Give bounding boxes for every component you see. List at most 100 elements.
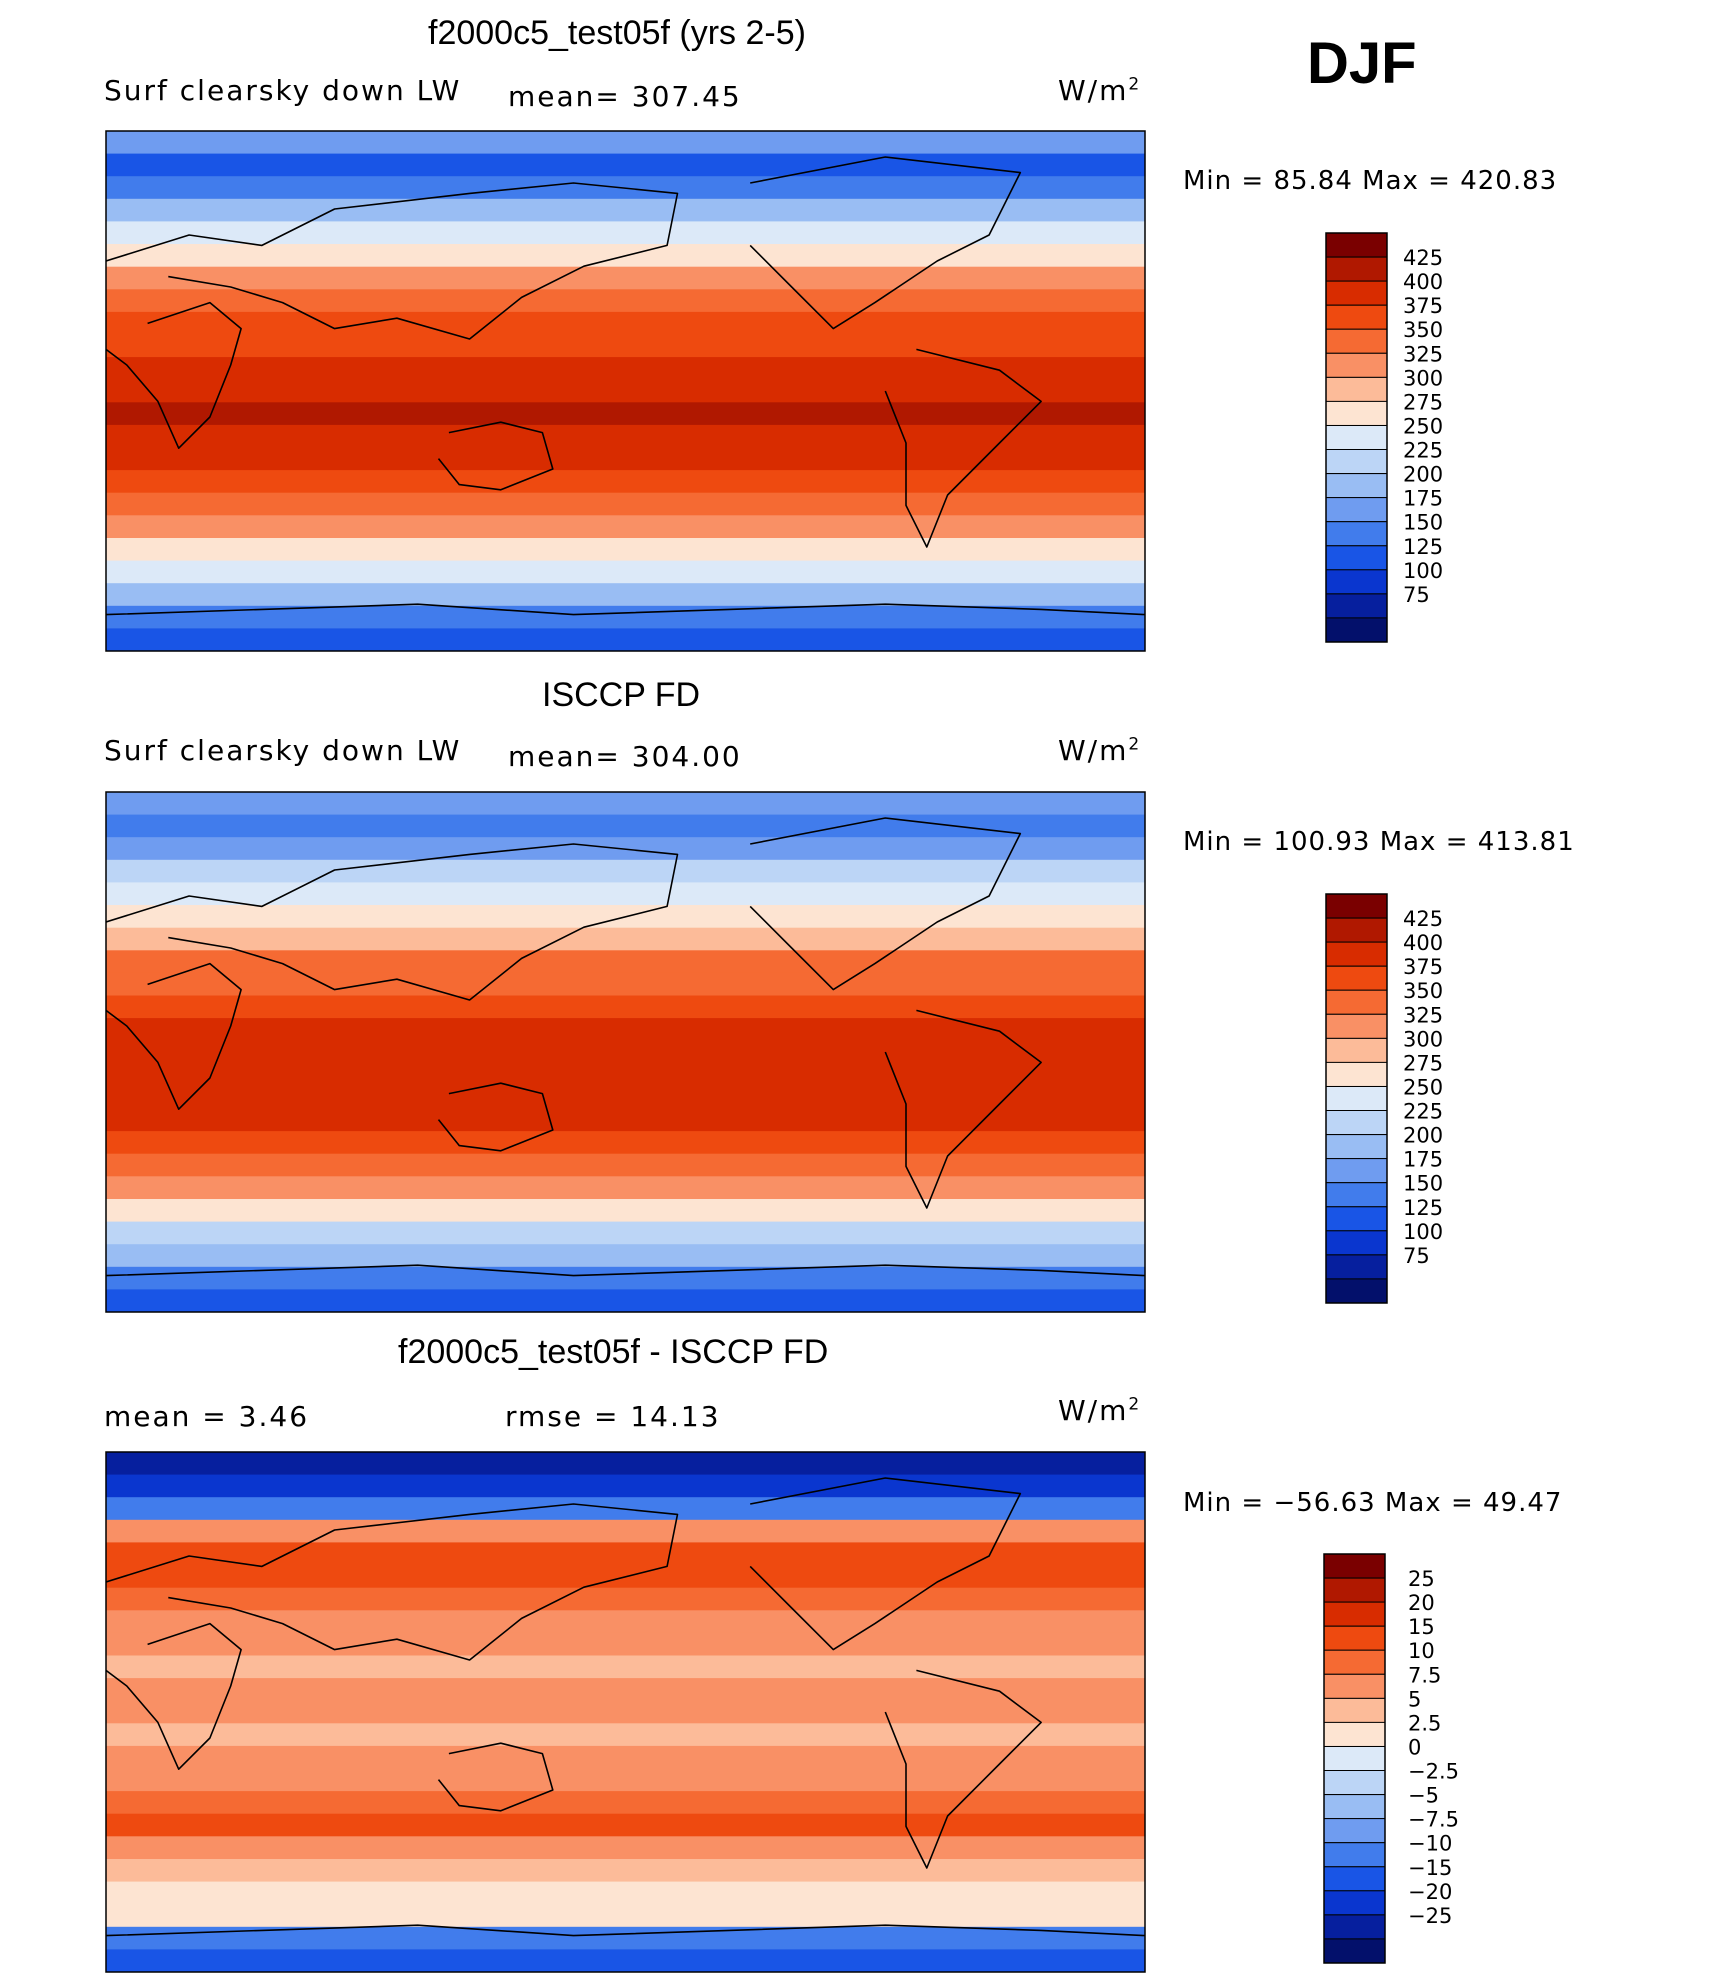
heatmap-band bbox=[106, 1266, 1145, 1291]
coastline bbox=[749, 1477, 1022, 1651]
colorbar-swatch bbox=[1325, 1158, 1388, 1184]
colorbar-tick-label: 150 bbox=[1403, 1172, 1443, 1196]
colorbar-swatch bbox=[1323, 1625, 1386, 1651]
heatmap-band bbox=[106, 1221, 1145, 1246]
coastline bbox=[106, 1503, 679, 1661]
colorbar-tick-label: 425 bbox=[1403, 907, 1443, 931]
colorbar-tick-label: 325 bbox=[1403, 342, 1443, 366]
colorbar-swatch bbox=[1325, 917, 1388, 943]
heatmap-band bbox=[106, 1813, 1145, 1838]
colorbar-tick-label: 250 bbox=[1403, 1076, 1443, 1100]
colorbar-swatch bbox=[1325, 232, 1388, 258]
coastline bbox=[106, 962, 242, 1110]
colorbar-swatch bbox=[1325, 352, 1388, 378]
colorbar-swatch bbox=[1323, 1673, 1386, 1699]
heatmap-band bbox=[106, 1926, 1145, 1951]
colorbar-swatch bbox=[1323, 1721, 1386, 1747]
colorbar-tick-label: 125 bbox=[1403, 535, 1443, 559]
panel3-title: f2000c5_test05f - ISCCP FD bbox=[398, 1333, 829, 1371]
colorbar-tick-label: 275 bbox=[1403, 390, 1443, 414]
colorbar-swatch bbox=[1325, 893, 1388, 919]
heatmap-band bbox=[106, 289, 1145, 313]
colorbar-swatch bbox=[1325, 304, 1388, 330]
coastline bbox=[749, 156, 1022, 330]
colorbar-tick-label: 100 bbox=[1403, 559, 1443, 583]
colorbar-swatch bbox=[1323, 1697, 1386, 1723]
colorbar-swatch bbox=[1325, 1230, 1388, 1256]
coastline bbox=[106, 603, 1145, 616]
coastline bbox=[437, 1082, 554, 1152]
heatmap-band bbox=[106, 470, 1145, 494]
colorbar-tick-label: 225 bbox=[1403, 1100, 1443, 1124]
colorbar-swatch bbox=[1325, 1134, 1388, 1160]
colorbar-swatch bbox=[1325, 1182, 1388, 1208]
colorbar-swatch bbox=[1325, 1037, 1388, 1063]
colorbar-swatch bbox=[1323, 1601, 1386, 1627]
coastline bbox=[106, 1622, 242, 1770]
coastline bbox=[884, 1669, 1042, 1869]
heatmap-band bbox=[106, 1018, 1145, 1042]
coastline bbox=[884, 1009, 1042, 1209]
colorbar-swatch bbox=[1325, 593, 1388, 619]
colorbar-tick-label: 175 bbox=[1403, 487, 1443, 511]
heatmap-band bbox=[106, 1063, 1145, 1087]
colorbar-tick-label: 7.5 bbox=[1408, 1663, 1441, 1687]
heatmap-band bbox=[106, 1131, 1145, 1155]
colorbar-swatch bbox=[1325, 473, 1388, 499]
heatmap-band bbox=[106, 950, 1145, 974]
panel3-rmse-label: rmse = 14.13 bbox=[505, 1400, 721, 1433]
colorbar-swatch bbox=[1325, 1086, 1388, 1112]
heatmap-band bbox=[106, 1085, 1145, 1110]
heatmap-band bbox=[106, 357, 1145, 381]
coastline bbox=[749, 817, 1022, 991]
colorbar-tick-label: 200 bbox=[1403, 1124, 1443, 1148]
colorbar-tick-label: 150 bbox=[1403, 511, 1443, 535]
colorbar-tick-label: 125 bbox=[1403, 1196, 1443, 1220]
heatmap-band bbox=[106, 131, 1145, 155]
colorbar-tick-label: −5 bbox=[1408, 1784, 1439, 1808]
heatmap-band bbox=[106, 1542, 1145, 1566]
colorbar-tick-label: 20 bbox=[1408, 1591, 1435, 1615]
heatmap-band bbox=[106, 1949, 1145, 1972]
heatmap-band bbox=[106, 492, 1145, 517]
colorbar-tick-label: 400 bbox=[1403, 270, 1443, 294]
panel2-variable-label: Surf clearsky down LW bbox=[104, 734, 462, 767]
coastline bbox=[106, 843, 679, 1001]
panel2-title: ISCCP FD bbox=[542, 676, 701, 714]
colorbar-tick-label: 375 bbox=[1403, 955, 1443, 979]
heatmap-band bbox=[106, 1632, 1145, 1657]
panel1-title: f2000c5_test05f (yrs 2-5) bbox=[428, 14, 806, 52]
colorbar-swatch bbox=[1325, 256, 1388, 282]
colorbar-tick-label: 400 bbox=[1403, 931, 1443, 955]
colorbar-tick-label: −7.5 bbox=[1408, 1808, 1459, 1832]
panel3-mean-label: mean = 3.46 bbox=[104, 1400, 310, 1433]
heatmap-band bbox=[106, 605, 1145, 630]
colorbar-swatch bbox=[1323, 1746, 1386, 1772]
colorbar-tick-label: 15 bbox=[1408, 1615, 1435, 1639]
colorbar-swatch bbox=[1325, 1254, 1388, 1280]
colorbar-swatch bbox=[1325, 425, 1388, 451]
colorbar-tick-label: 275 bbox=[1403, 1051, 1443, 1075]
heatmap-band bbox=[106, 1768, 1145, 1793]
colorbar-tick-label: 225 bbox=[1403, 439, 1443, 463]
colorbar-swatch bbox=[1325, 1061, 1388, 1087]
coastline bbox=[106, 182, 679, 340]
map-frame bbox=[105, 1451, 1146, 1973]
heatmap-band bbox=[106, 311, 1145, 336]
heatmap-band bbox=[106, 814, 1145, 839]
colorbar-swatch bbox=[1323, 1842, 1386, 1868]
season-label: DJF bbox=[1307, 31, 1417, 96]
heatmap-band bbox=[106, 1587, 1145, 1612]
colorbar-swatch bbox=[1325, 497, 1388, 523]
colorbar-swatch bbox=[1325, 941, 1388, 967]
heatmap-band bbox=[106, 1176, 1145, 1200]
colorbar-swatch bbox=[1323, 1818, 1386, 1844]
colorbar-swatch bbox=[1323, 1649, 1386, 1675]
heatmap-band bbox=[106, 538, 1145, 562]
colorbar-swatch bbox=[1325, 1278, 1388, 1304]
colorbar-tick-label: 5 bbox=[1408, 1687, 1421, 1711]
colorbar-swatch bbox=[1325, 617, 1388, 643]
colorbar-tick-label: 10 bbox=[1408, 1639, 1435, 1663]
